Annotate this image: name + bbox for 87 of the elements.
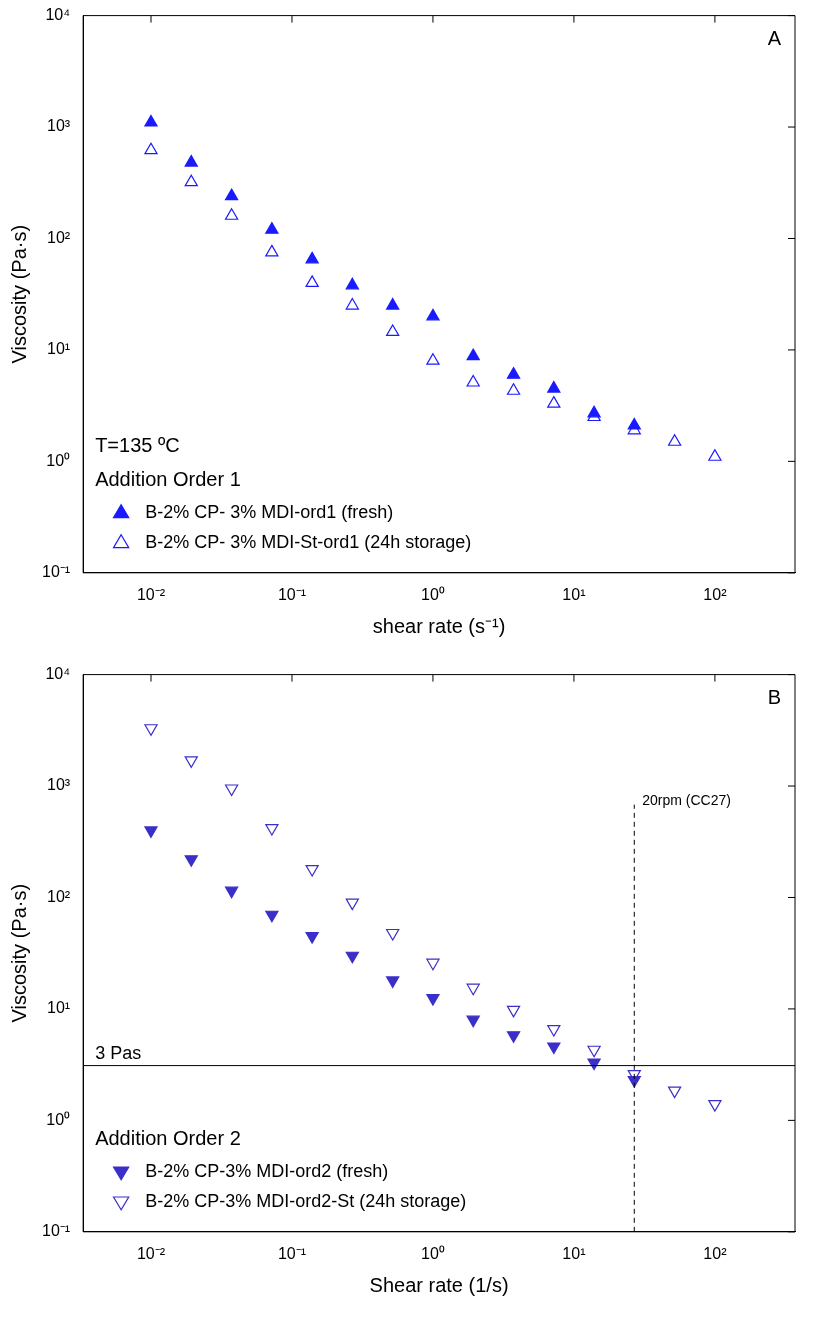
point <box>345 951 359 964</box>
y-axis-title: Viscosity (Pa·s) <box>7 883 30 1023</box>
point <box>426 994 440 1006</box>
point <box>305 275 319 287</box>
point <box>305 932 319 944</box>
point <box>345 297 359 310</box>
point <box>184 756 198 768</box>
x-tick-label: 10¹ <box>562 1244 586 1262</box>
legend-label: B-2% CP- 3% MDI-St-ord1 (24h storage) <box>145 531 472 552</box>
point <box>265 222 279 234</box>
point <box>708 1099 722 1112</box>
x-tick-label: 10¹ <box>562 585 586 603</box>
point <box>426 353 440 365</box>
y-tick-label: 10⁰ <box>46 451 71 469</box>
legend-title: Addition Order 2 <box>95 1127 241 1150</box>
legend-label: B-2% CP-3% MDI-ord2 (fresh) <box>145 1160 389 1181</box>
point <box>506 1031 521 1043</box>
point <box>466 1015 480 1028</box>
point <box>386 297 400 310</box>
legend-label: B-2% CP- 3% MDI-ord1 (fresh) <box>145 501 394 522</box>
x-tick-label: 10⁰ <box>421 585 445 603</box>
x-tick-label: 10⁻¹ <box>277 1244 307 1262</box>
annotation: B <box>767 686 781 709</box>
point <box>386 976 400 989</box>
point <box>667 434 682 446</box>
y-tick-label: 10⁴ <box>45 665 71 683</box>
point <box>547 380 561 393</box>
point <box>426 958 440 971</box>
point <box>184 174 198 187</box>
x-tick-label: 10⁰ <box>421 1244 445 1262</box>
point <box>587 1058 601 1071</box>
point <box>506 383 521 395</box>
point <box>426 308 440 321</box>
x-axis-title: Shear rate (1/s) <box>369 1273 509 1296</box>
point <box>345 277 359 290</box>
annotation: A <box>767 27 782 50</box>
point <box>547 1024 561 1037</box>
point <box>144 826 158 838</box>
point <box>386 324 400 337</box>
legend-label: B-2% CP-3% MDI-ord2-St (24h storage) <box>145 1190 467 1211</box>
x-tick-label: 10⁻² <box>136 585 166 603</box>
point <box>184 855 198 867</box>
point <box>345 898 359 911</box>
point <box>265 823 279 836</box>
legend-title: Addition Order 1 <box>95 468 241 491</box>
y-tick-label: 10³ <box>47 117 71 135</box>
x-tick-label: 10⁻¹ <box>277 585 307 603</box>
point <box>466 983 480 996</box>
point <box>265 244 279 257</box>
point <box>144 142 158 155</box>
point <box>466 374 480 387</box>
point <box>506 367 521 379</box>
point <box>144 724 158 736</box>
y-tick-label: 10⁴ <box>45 6 71 24</box>
x-axis-title: shear rate (s⁻¹) <box>372 614 506 637</box>
point <box>708 449 722 461</box>
point <box>265 910 279 923</box>
ref-line-label: 3 Pas <box>95 1042 142 1063</box>
point <box>506 1005 521 1018</box>
y-tick-label: 10¹ <box>47 340 71 358</box>
point <box>224 886 239 899</box>
ref-line-label: 20rpm (CC27) <box>642 792 731 809</box>
y-tick-label: 10² <box>47 887 71 905</box>
y-tick-label: 10¹ <box>47 999 71 1017</box>
point <box>144 114 158 127</box>
point <box>305 864 319 877</box>
point <box>587 1045 601 1058</box>
point <box>305 251 319 264</box>
y-tick-label: 10⁻¹ <box>42 1222 71 1240</box>
point <box>667 1086 682 1099</box>
point <box>466 348 480 361</box>
y-tick-label: 10⁻¹ <box>42 563 71 581</box>
point <box>224 784 239 797</box>
point <box>547 1042 561 1055</box>
point <box>386 928 400 941</box>
point <box>224 208 239 220</box>
x-tick-label: 10⁻² <box>136 1244 166 1262</box>
x-tick-label: 10² <box>703 585 728 603</box>
x-tick-label: 10² <box>703 1244 728 1262</box>
annotation: T=135 ºC <box>95 434 180 457</box>
y-tick-label: 10⁰ <box>46 1110 71 1128</box>
y-axis-title: Viscosity (Pa·s) <box>7 224 30 364</box>
y-tick-label: 10³ <box>47 776 71 794</box>
point <box>224 188 239 201</box>
y-tick-label: 10² <box>47 228 71 246</box>
point <box>547 395 561 408</box>
point <box>184 154 198 167</box>
